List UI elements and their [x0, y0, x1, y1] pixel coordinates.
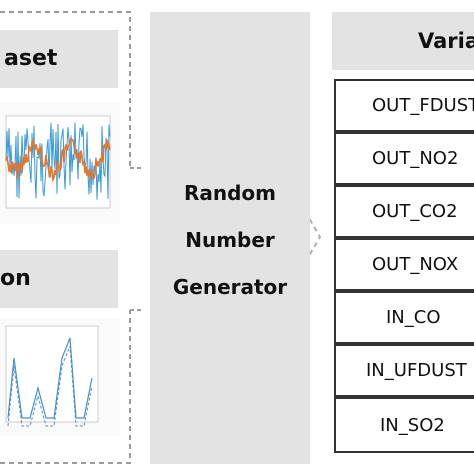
dataset-frame [0, 11, 131, 168]
dataset-chart [5, 115, 111, 209]
random-number-generator-panel [150, 12, 310, 464]
variable-name: OUT_CO2 [372, 201, 458, 222]
variable-cell-2: OUT_NO2 [334, 132, 474, 185]
simulation-chart-thumbnail [0, 318, 120, 436]
variable-name: OUT_FDUST [372, 95, 474, 116]
simulation-band: on [0, 250, 118, 308]
variable-cell-3: OUT_CO2 [334, 185, 474, 238]
variable-cell-6: IN_UFDUST [334, 344, 474, 397]
dataset-band: aset [0, 30, 118, 88]
sim-dashed-line [7, 345, 93, 427]
generator-label-line3: Generator [172, 275, 288, 299]
variable-name: IN_UFDUST [366, 360, 467, 381]
simulation-label: on [0, 266, 31, 291]
plot-area [5, 325, 99, 423]
variable-cell-5: IN_CO [334, 291, 474, 344]
variable-cell-1: OUT_FDUST [334, 79, 474, 132]
series-orange-line [5, 136, 111, 183]
variable-cell-7: IN_SO2 [334, 397, 474, 453]
simulation-frame [0, 310, 131, 464]
variable-name: OUT_NOX [372, 254, 459, 275]
generator-label-line1: Random [183, 181, 277, 205]
dataset-chart-thumbnail [0, 102, 120, 224]
variables-header-label: Varia [418, 29, 474, 53]
variable-cell-4: OUT_NOX [334, 238, 474, 291]
variables-header: Varia [332, 12, 474, 70]
sim-solid-line [7, 337, 93, 419]
dataset-label: aset [4, 46, 58, 71]
generator-label-line2: Number [185, 228, 275, 252]
variable-name: OUT_NO2 [372, 148, 459, 169]
variable-name: IN_CO [386, 307, 441, 328]
variable-name: IN_SO2 [380, 414, 445, 436]
simulation-chart [5, 325, 99, 427]
